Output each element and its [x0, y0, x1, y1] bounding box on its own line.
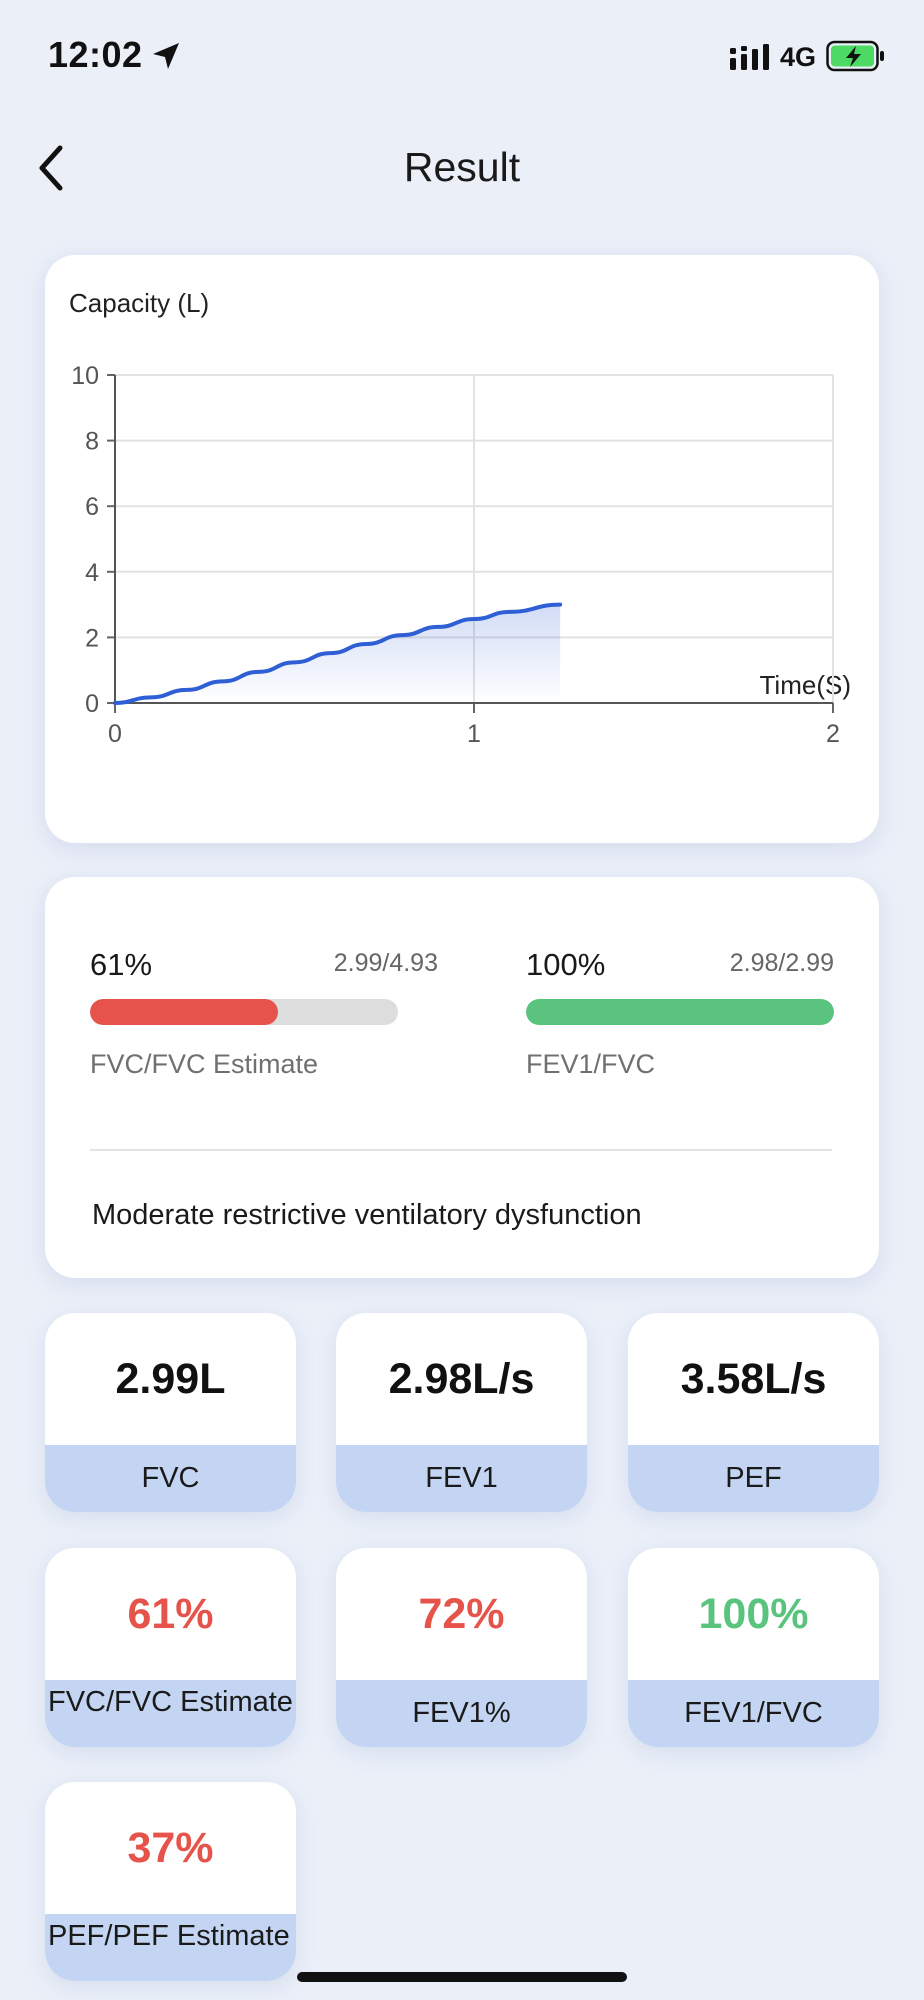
tile-value: 72% [418, 1589, 505, 1638]
fvc-estimate-progress-fill [90, 999, 278, 1025]
fev1-fvc-percent: 100% [526, 947, 606, 982]
location-arrow-icon [153, 43, 179, 69]
tile-label: PEF/PEF Estimate [45, 1914, 296, 1981]
metric-tile-fev1-percent: 72% FEV1% [336, 1548, 587, 1747]
tile-label: FVC [45, 1445, 296, 1512]
tile-label: FEV1/FVC [628, 1680, 879, 1747]
tile-label: PEF [628, 1445, 879, 1512]
metric-tile-fvc: 2.99L FVC [45, 1313, 296, 1512]
y-tick-label: 2 [85, 624, 99, 652]
metric-tile-pef-estimate: 37% PEF/PEF Estimate [45, 1782, 296, 1981]
metric-tile-fev1-fvc: 100% FEV1/FVC [628, 1548, 879, 1747]
tile-value: 61% [127, 1589, 214, 1638]
x-tick-label: 2 [826, 720, 840, 748]
fev1-fvc-ratio: 2.98/2.99 [729, 949, 834, 977]
fvc-estimate-percent: 61% [90, 947, 153, 982]
tile-value: 37% [127, 1823, 214, 1872]
battery-charging-icon [826, 40, 884, 72]
summary-card: 61% 2.99/4.93 FVC/FVC Estimate 100% 2.98… [45, 877, 879, 1278]
tile-value: 2.98L/s [388, 1354, 535, 1403]
y-tick-label: 0 [85, 690, 99, 718]
y-tick-label: 4 [85, 559, 99, 587]
signal-bars-icon [730, 44, 769, 70]
status-time: 12:02 [48, 34, 143, 75]
summary-divider [90, 1149, 832, 1151]
metric-tile-fvc-estimate: 61% FVC/FVC Estimate [45, 1548, 296, 1747]
metric-tile-pef: 3.58L/s PEF [628, 1313, 879, 1512]
x-tick-label: 1 [467, 720, 481, 748]
home-indicator [297, 1972, 627, 1982]
x-axis-label: Time(S) [760, 670, 851, 700]
page-title: Result [403, 144, 521, 190]
tile-label: FEV1% [336, 1680, 587, 1747]
tile-label: FEV1 [336, 1445, 587, 1512]
y-tick-label: 6 [85, 493, 99, 521]
diagnosis-text: Moderate restrictive ventilatory dysfunc… [92, 1199, 642, 1231]
network-label: 4G [780, 42, 817, 72]
tile-value: 100% [698, 1589, 809, 1638]
metric-tile-fev1: 2.98L/s FEV1 [336, 1313, 587, 1512]
tile-value: 3.58L/s [680, 1354, 827, 1403]
tile-value: 2.99L [115, 1354, 226, 1403]
fvc-estimate-caption: FVC/FVC Estimate [90, 1049, 319, 1079]
fev1-fvc-progress-fill [526, 999, 834, 1025]
back-button[interactable] [28, 140, 76, 196]
fvc-estimate-progress-bar [90, 999, 398, 1025]
capacity-time-chart: Capacity (L) Time(S) 0 2 4 6 8 10 0 1 2 [69, 288, 851, 748]
status-bar: 12:02 4G [0, 0, 924, 110]
fev1-fvc-caption: FEV1/FVC [526, 1049, 656, 1079]
y-axis-label: Capacity (L) [69, 288, 209, 318]
fev1-fvc-progress-bar [526, 999, 834, 1025]
x-tick-label: 0 [108, 720, 122, 748]
chevron-left-icon [39, 145, 63, 191]
series-line [113, 602, 563, 705]
y-tick-label: 8 [85, 428, 99, 456]
y-tick-label: 10 [71, 362, 99, 390]
chart-card: Capacity (L) Time(S) 0 2 4 6 8 10 0 1 2 [45, 255, 879, 843]
tile-label: FVC/FVC Estimate [45, 1680, 296, 1747]
fvc-estimate-ratio: 2.99/4.93 [333, 949, 438, 977]
